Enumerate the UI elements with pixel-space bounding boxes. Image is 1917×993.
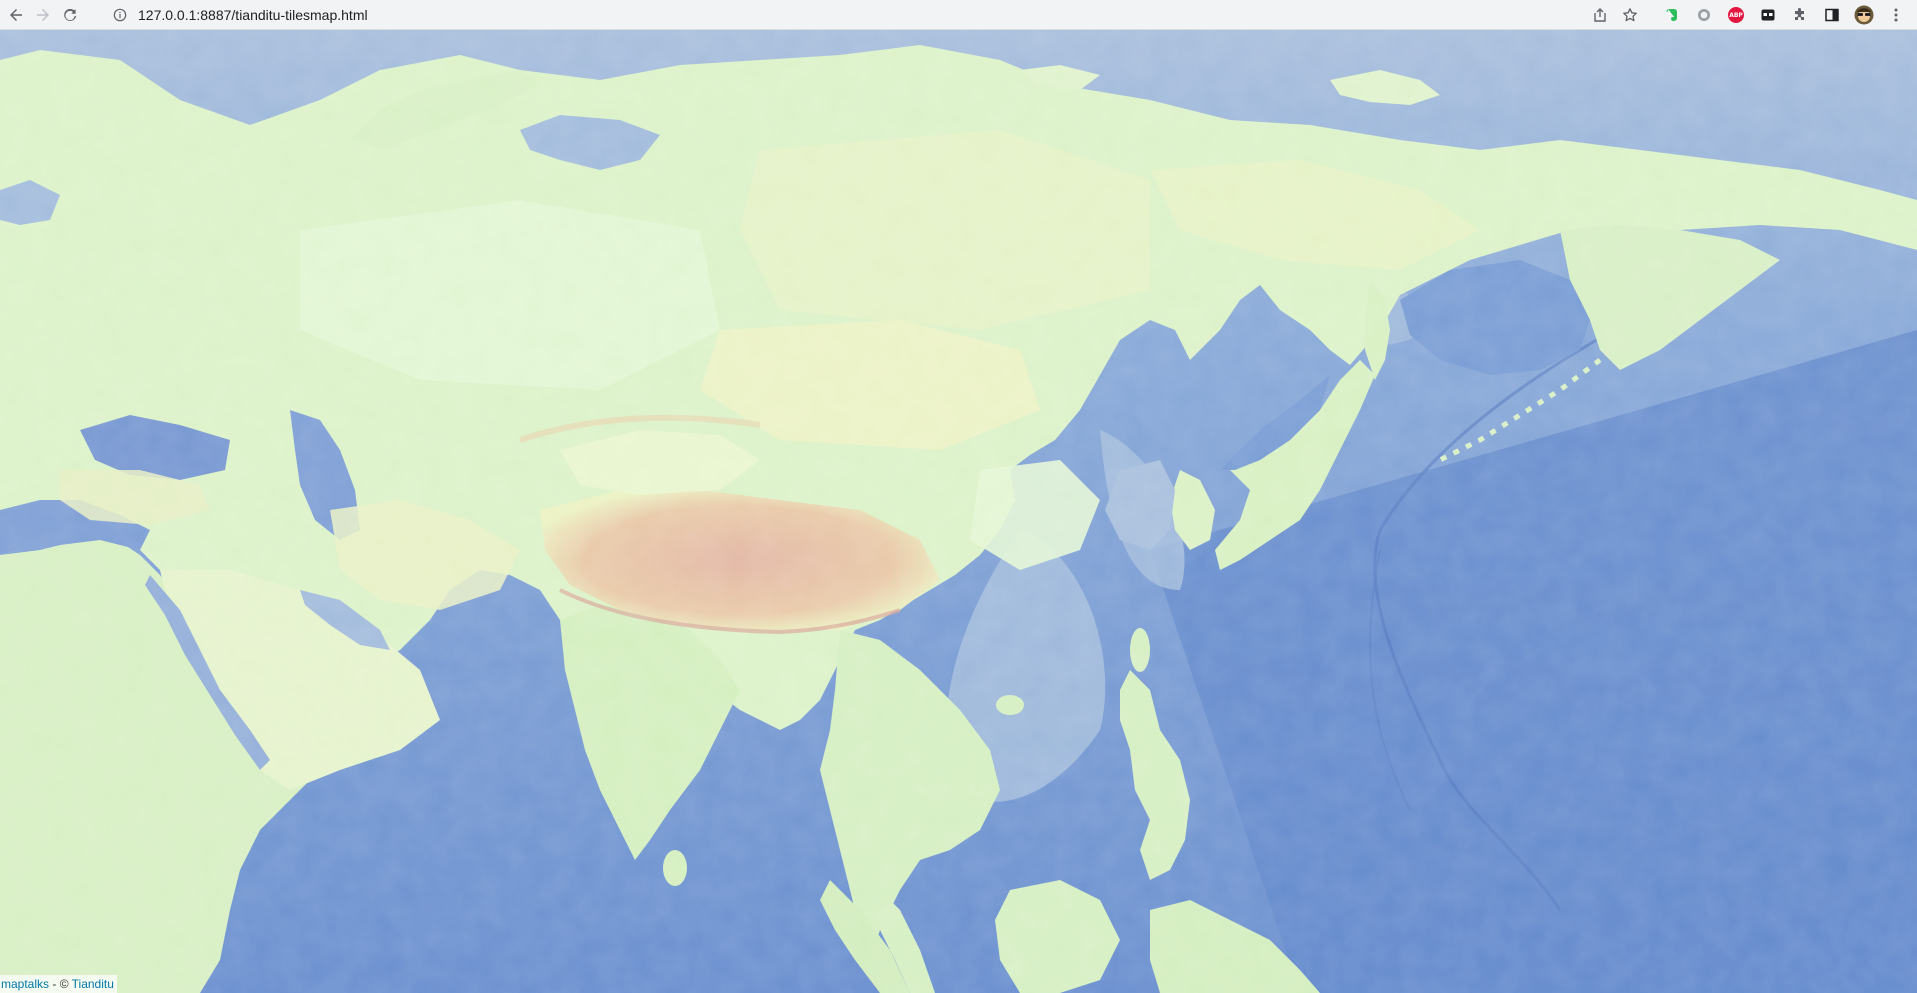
bookmark-star-icon[interactable] bbox=[1615, 3, 1645, 27]
site-info-icon[interactable] bbox=[112, 7, 128, 23]
extensions-puzzle-icon[interactable] bbox=[1784, 3, 1816, 27]
tianditu-link[interactable]: Tianditu bbox=[71, 977, 114, 991]
url-text[interactable]: 127.0.0.1:8887/tianditu-tilesmap.html bbox=[138, 7, 368, 23]
share-icon[interactable] bbox=[1585, 3, 1615, 27]
attribution-separator: - © bbox=[49, 977, 72, 991]
side-panel-icon[interactable] bbox=[1816, 3, 1848, 27]
adblock-plus-extension-icon[interactable]: ABP bbox=[1720, 3, 1752, 27]
reload-icon[interactable] bbox=[55, 0, 85, 30]
map-attribution: maptalks - © Tianditu bbox=[0, 975, 117, 993]
profile-avatar[interactable] bbox=[1848, 3, 1880, 27]
media-extension-icon[interactable] bbox=[1752, 3, 1784, 27]
map-canvas[interactable]: maptalks - © Tianditu bbox=[0, 30, 1917, 993]
abp-label: ABP bbox=[1728, 7, 1744, 23]
maptalks-link[interactable]: maptalks bbox=[1, 977, 50, 991]
address-bar[interactable]: 127.0.0.1:8887/tianditu-tilesmap.html bbox=[106, 3, 1646, 27]
circle-extension-icon[interactable] bbox=[1688, 3, 1720, 27]
terrain-texture bbox=[0, 30, 1917, 993]
browser-toolbar: 127.0.0.1:8887/tianditu-tilesmap.html AB… bbox=[0, 0, 1917, 30]
evernote-extension-icon[interactable] bbox=[1656, 3, 1688, 27]
menu-kebab-icon[interactable] bbox=[1880, 3, 1912, 27]
back-arrow-icon[interactable] bbox=[1, 0, 31, 30]
tianditu-terrain-map[interactable] bbox=[0, 30, 1917, 993]
forward-arrow-icon[interactable] bbox=[28, 0, 58, 30]
